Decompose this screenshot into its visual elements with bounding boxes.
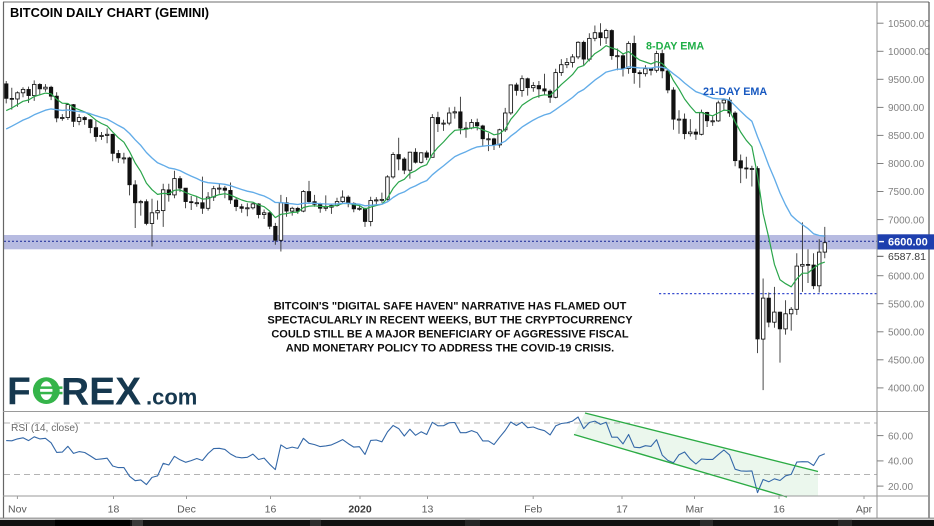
svg-text:Mar: Mar [685,504,704,516]
svg-text:Apr: Apr [856,504,873,516]
svg-text:60.00: 60.00 [888,431,913,442]
svg-text:10000.00: 10000.00 [888,47,930,58]
svg-text:8-DAY EMA: 8-DAY EMA [646,41,704,53]
svg-text:BITCOIN'S "DIGITAL SAFE HAVEN": BITCOIN'S "DIGITAL SAFE HAVEN" NARRATIVE… [274,301,627,313]
svg-text:COULD STILL BE A MAJOR BENEFIC: COULD STILL BE A MAJOR BENEFICIARY OF AG… [271,329,629,341]
svg-text:6587.81: 6587.81 [888,251,926,263]
svg-text:17: 17 [616,504,628,516]
svg-text:2020: 2020 [348,504,372,516]
svg-text:9500.00: 9500.00 [888,75,925,86]
svg-text:SPECTACULARLY IN RECENT WEEKS,: SPECTACULARLY IN RECENT WEEKS, BUT THE C… [267,315,633,327]
svg-text:5000.00: 5000.00 [888,328,925,339]
svg-text:13: 13 [422,504,434,516]
svg-text:4000.00: 4000.00 [888,384,925,395]
svg-text:RSI (14, close): RSI (14, close) [11,423,78,434]
svg-text:16: 16 [265,504,277,516]
svg-text:Dec: Dec [177,504,196,516]
svg-text:40.00: 40.00 [888,457,913,468]
svg-text:7000.00: 7000.00 [888,215,925,226]
svg-text:Feb: Feb [524,504,542,516]
svg-text:F: F [7,371,31,414]
svg-text:10500.00: 10500.00 [888,19,930,30]
svg-text:9000.00: 9000.00 [888,103,925,114]
svg-text:5500.00: 5500.00 [888,299,925,310]
svg-text:6600.00: 6600.00 [888,237,928,249]
svg-text:REX: REX [61,371,141,414]
svg-text:Nov: Nov [8,504,27,516]
svg-text:7500.00: 7500.00 [888,187,925,198]
svg-text:BITCOIN DAILY CHART (GEMINI): BITCOIN DAILY CHART (GEMINI) [10,5,209,20]
svg-text:8500.00: 8500.00 [888,131,925,142]
svg-text:4500.00: 4500.00 [888,356,925,367]
svg-text:6000.00: 6000.00 [888,271,925,282]
svg-text:21-DAY EMA: 21-DAY EMA [703,86,767,98]
svg-text:AND MONETARY POLICY TO ADDRESS: AND MONETARY POLICY TO ADDRESS THE COVID… [286,343,614,355]
svg-text:8000.00: 8000.00 [888,159,925,170]
svg-text:18: 18 [108,504,120,516]
svg-text:.com: .com [146,385,197,410]
svg-text:16: 16 [773,504,785,516]
svg-text:20.00: 20.00 [888,482,913,493]
